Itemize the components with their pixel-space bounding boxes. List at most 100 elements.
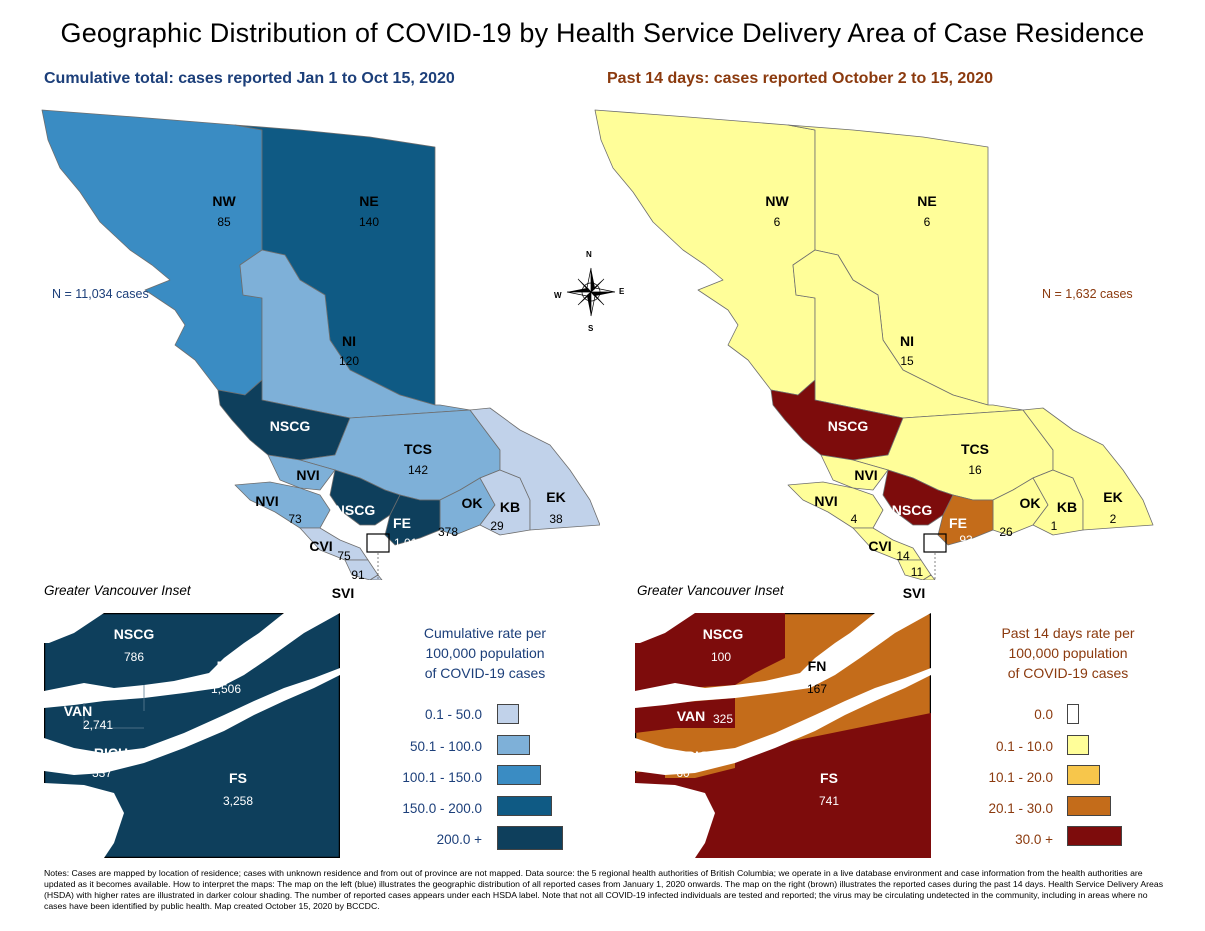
legend-swatch (497, 765, 541, 785)
left-legend-title-line-2: 100,000 population (425, 645, 545, 661)
region-ek (1022, 407, 1154, 531)
map-label-nvi: NVI (255, 493, 279, 509)
inset-label-fs: FS (229, 770, 247, 786)
map-value-ok: 26 (999, 525, 1013, 539)
inset-label-van: VAN (63, 703, 93, 719)
legend-label: 0.1 - 50.0 (424, 707, 482, 722)
legend-label: 30.0 + (1015, 832, 1053, 847)
inset-region-van (635, 698, 735, 733)
legend-swatch (497, 704, 519, 724)
map-label-tcs: TCS (404, 441, 432, 457)
legend-swatch (1067, 796, 1111, 816)
map-value-svi: 11 (910, 565, 924, 579)
inset-fraser-river (635, 668, 931, 775)
map-label-nscg-south: NSCG (334, 502, 376, 518)
map-value-tcs: 16 (968, 463, 982, 477)
compass-west: W (554, 291, 562, 300)
map-label-nw: NW (212, 193, 236, 209)
map-label-nvi: NVI (814, 493, 838, 509)
region-nw (594, 109, 816, 396)
legend-swatch (497, 735, 530, 755)
map-label-ok: OK (1019, 495, 1041, 511)
left-vancouver-inset (44, 613, 340, 858)
region-fe (937, 494, 994, 546)
inset-value-fn: 167 (806, 682, 828, 696)
map-value-ne: 6 (923, 215, 931, 229)
right-legend-title-line-3: of COVID-19 cases (1007, 665, 1129, 681)
legend-label: 50.1 - 100.0 (409, 739, 482, 754)
right-legend-title-line-1: Past 14 days rate per (1001, 625, 1135, 641)
map-label-cvi: CVI (868, 538, 892, 554)
region-nvi (234, 481, 331, 529)
inset-label-nscg: NSCG (113, 626, 155, 642)
map-value-ne: 140 (358, 215, 380, 229)
inset-marker (923, 533, 947, 553)
left-map-subtitle: Cumulative total: cases reported Jan 1 t… (44, 70, 455, 87)
inset-water (44, 613, 104, 643)
map-value-ni: 15 (900, 354, 914, 368)
map-label-ne: NE (917, 193, 937, 209)
legend-swatch (1067, 735, 1089, 755)
legend-label: 200.0 + (436, 832, 482, 847)
inset-value-van: 325 (712, 712, 734, 726)
map-label-kb: KB (499, 499, 521, 515)
inset-value-nscg: 786 (123, 650, 145, 664)
map-value-svi: 91 (351, 568, 365, 582)
inset-value-rich: 60 (676, 766, 690, 780)
inset-label-fn: FN (216, 658, 236, 674)
legend-label: 150.0 - 200.0 (402, 801, 482, 816)
map-value-ek: 2 (1109, 512, 1117, 526)
legend-swatch (497, 826, 563, 850)
inset-marker (366, 533, 390, 553)
inset-value-fs: 3,258 (222, 794, 254, 808)
compass-rose-icon: N S E W (554, 250, 626, 333)
legend-label: 0.1 - 10.0 (995, 739, 1053, 754)
map-value-fe: 93 (959, 533, 973, 547)
inset-label-fn: FN (807, 658, 827, 674)
map-label-nscg-south: NSCG (891, 502, 933, 518)
inset-value-rich: 337 (91, 766, 113, 780)
map-value-fe: 1,016 (393, 536, 425, 550)
footnotes: Notes: Cases are mapped by location of r… (44, 868, 1164, 911)
map-value-kb: 1 (1050, 519, 1058, 533)
page-title: Geographic Distribution of COVID-19 by H… (60, 18, 1145, 48)
inset-label-fs: FS (820, 770, 838, 786)
inset-boundary-bay (635, 783, 715, 858)
legend-label: 10.1 - 20.0 (988, 770, 1053, 785)
map-label-svi: SVI (331, 585, 355, 601)
map-label-ni: NI (900, 333, 914, 349)
map-label-kb: KB (1056, 499, 1078, 515)
inset-water (635, 613, 695, 643)
inset-value-fs: 741 (818, 794, 840, 808)
map-value-cvi: 14 (896, 549, 910, 563)
compass-south: S (588, 324, 594, 333)
inset-region-nscg (635, 613, 785, 691)
map-label-nw: NW (765, 193, 789, 209)
map-label-fe: FE (393, 515, 411, 531)
right-case-count: N = 1,632 cases (1042, 287, 1133, 301)
inset-value-van: 2,741 (82, 718, 114, 732)
map-label-nvi-north: NVI (854, 467, 878, 483)
map-label-ek: EK (546, 489, 566, 505)
map-value-ok: 378 (437, 525, 459, 539)
left-bc-map (41, 109, 600, 580)
inset-burrard-inlet (44, 613, 340, 708)
map-label-fe: FE (949, 515, 967, 531)
right-legend-title-line-2: 100,000 population (1008, 645, 1128, 661)
inset-burrard-inlet (635, 613, 931, 708)
inset-label-rich: RICH (684, 748, 720, 764)
region-nvi-north (820, 454, 889, 491)
region-nvi-north (267, 454, 336, 491)
map-label-svi: SVI (902, 585, 926, 601)
left-legend-title-line-3: of COVID-19 cases (424, 665, 546, 681)
legend-label: 0.0 (1034, 707, 1053, 722)
inset-label-rich: RICH (93, 745, 129, 761)
region-cvi (852, 527, 922, 561)
left-legend-title-line-1: Cumulative rate per (423, 625, 547, 641)
inset-boundary (83, 703, 144, 729)
map-value-cvi: 75 (337, 549, 351, 563)
right-legend-title: Past 14 days rate per 100,000 population… (983, 623, 1153, 683)
inset-fraser-river (44, 668, 340, 775)
region-ni (792, 249, 1024, 419)
map-value-tcs: 142 (407, 463, 429, 477)
